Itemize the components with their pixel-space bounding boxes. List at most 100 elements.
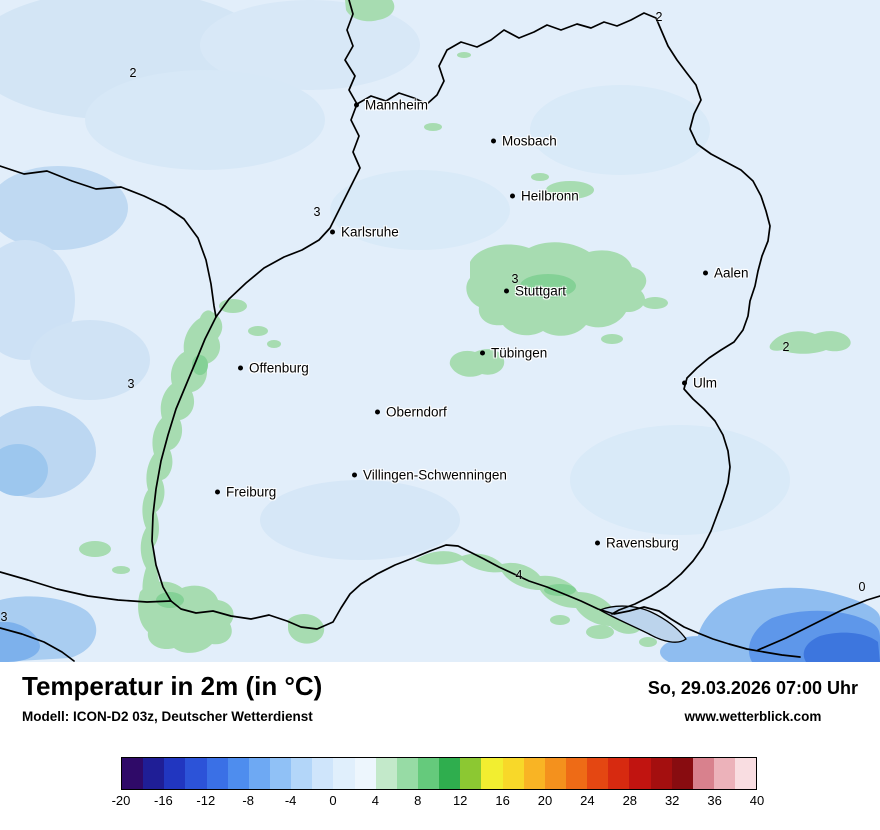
city-label: Offenburg: [249, 360, 309, 376]
city-marker-mannheim: Mannheim: [354, 98, 428, 113]
valid-datetime: So, 29.03.2026 07:00 Uhr: [647, 678, 858, 698]
colorbar-segment: [375, 758, 397, 789]
colorbar-segment: [269, 758, 292, 789]
colorbar-segment: [481, 758, 503, 789]
colorbar-segment: [523, 758, 545, 789]
colorbar-tick-label: 24: [580, 793, 595, 808]
city-label: Mannheim: [365, 97, 429, 113]
city-label: Villingen-Schwenningen: [363, 467, 507, 483]
colorbar-tick-label: 32: [664, 793, 680, 808]
city-marker-ulm: Ulm: [682, 376, 717, 391]
city-label: Tübingen: [491, 345, 548, 361]
city-dot: [504, 288, 509, 294]
contour-temperature-label: 2: [782, 340, 790, 354]
website-label: www.wetterblick.com: [684, 709, 822, 724]
colorbar-tick-label: -12: [196, 793, 216, 808]
contour-temperature-label: 0: [858, 580, 866, 594]
city-label: Freiburg: [226, 484, 277, 500]
colorbar-tick-label: 40: [749, 793, 765, 808]
colorbar-segment: [206, 758, 228, 789]
city-dot: [375, 409, 380, 415]
contour-temperature-label: 4: [515, 568, 523, 582]
terrain-green-dark-patches: [156, 274, 576, 608]
city-label: Heilbronn: [521, 188, 579, 204]
footer-panel: Temperatur in 2m (in °C) Modell: ICON-D2…: [0, 662, 880, 830]
border-north-east: [356, 12, 771, 615]
city-marker-ravensburg: Ravensburg: [595, 536, 679, 551]
footer-right: So, 29.03.2026 07:00 Uhr www.wetterblick…: [648, 672, 858, 724]
border-lines: [0, 0, 880, 662]
city-marker-karlsruhe: Karlsruhe: [330, 225, 399, 240]
border-southeast: [757, 595, 880, 651]
city-label: Stuttgart: [515, 283, 567, 299]
colorbar-segment: [460, 758, 482, 789]
colorbar-segment: [291, 758, 313, 789]
colorbar-segment: [312, 758, 334, 789]
lake-constance: [598, 605, 687, 643]
footer-header: Temperatur in 2m (in °C) Modell: ICON-D2…: [0, 662, 880, 724]
border-corner-southwest: [0, 627, 75, 662]
city-dot: [595, 540, 600, 546]
colorbar-tick-label: -8: [242, 793, 254, 808]
city-dot: [330, 229, 335, 235]
colorbar-tick-label: 36: [707, 793, 722, 808]
city-label: Aalen: [714, 265, 749, 281]
city-label: Karlsruhe: [341, 224, 399, 240]
city-marker-aalen: Aalen: [703, 266, 749, 281]
city-label: Mosbach: [502, 133, 557, 149]
city-dot: [354, 102, 359, 108]
colorbar-segment: [417, 758, 440, 789]
colorbar-segment: [544, 758, 566, 789]
temperature-colorbar: [121, 757, 757, 790]
map-area: Mannheim Mosbach Heilbronn Karlsruhe Aalen St…: [0, 0, 880, 662]
model-info: Modell: ICON-D2 03z, Deutscher Wetterdie…: [22, 708, 313, 724]
colorbar-segment: [333, 758, 355, 789]
border-south: [170, 544, 801, 658]
footer-left: Temperatur in 2m (in °C) Modell: ICON-D2…: [22, 672, 322, 724]
terrain-green-patches: [79, 0, 851, 653]
contour-temperature-label: 3: [0, 610, 8, 624]
colorbar-tick-label: 20: [537, 793, 553, 808]
border-west: [151, 0, 361, 602]
colorbar-segment: [439, 758, 461, 789]
colorbar-segment: [502, 758, 524, 789]
map-title: Temperatur in 2m (in °C): [22, 671, 323, 701]
colorbar-tick-label: 4: [371, 793, 380, 808]
colorbar-tick-label: 28: [622, 793, 638, 808]
colorbar-segment: [354, 758, 376, 789]
contour-temperature-label: 3: [313, 205, 321, 219]
colorbar-tick-label: -4: [284, 793, 297, 808]
colorbar-segment: [629, 758, 651, 789]
colorbar-segment: [650, 758, 672, 789]
colorbar-segment: [735, 758, 757, 789]
colorbar-segment: [227, 758, 249, 789]
city-marker-offenburg: Offenburg: [238, 361, 309, 376]
city-dot: [682, 380, 687, 386]
border-france: [0, 165, 217, 318]
contour-temperature-label: 2: [129, 66, 137, 80]
colorbar-segment: [671, 758, 693, 789]
colorbar-tick-label: 12: [452, 793, 468, 808]
city-label: Ravensburg: [606, 535, 679, 551]
city-marker-heilbronn: Heilbronn: [510, 189, 579, 204]
city-dot: [480, 350, 485, 356]
colorbar-segment: [692, 758, 714, 789]
terrain-blue-patches: [0, 0, 880, 662]
contour-temperature-label: 2: [655, 10, 663, 24]
colorbar-tick-label: -20: [111, 793, 131, 808]
city-label: Ulm: [693, 375, 717, 391]
city-marker-oberndorf: Oberndorf: [375, 405, 447, 420]
colorbar-tick-label: 0: [329, 793, 337, 808]
colorbar-tick-labels: -20 -16 -12 -8 -4 0 4 8 12 16 20 24 28 32 36 40: [112, 793, 765, 811]
colorbar-segment: [143, 758, 165, 789]
city-marker-villingen-schwenningen: Villingen-Schwenningen: [352, 468, 507, 483]
map-svg: [0, 0, 880, 662]
colorbar-tick-label: -16: [153, 793, 173, 808]
colorbar-segment: [396, 758, 418, 789]
city-dot: [703, 270, 708, 276]
colorbar-segment: [608, 758, 630, 789]
colorbar-segment: [164, 758, 186, 789]
city-dot: [510, 193, 515, 199]
colorbar-segment: [713, 758, 736, 789]
